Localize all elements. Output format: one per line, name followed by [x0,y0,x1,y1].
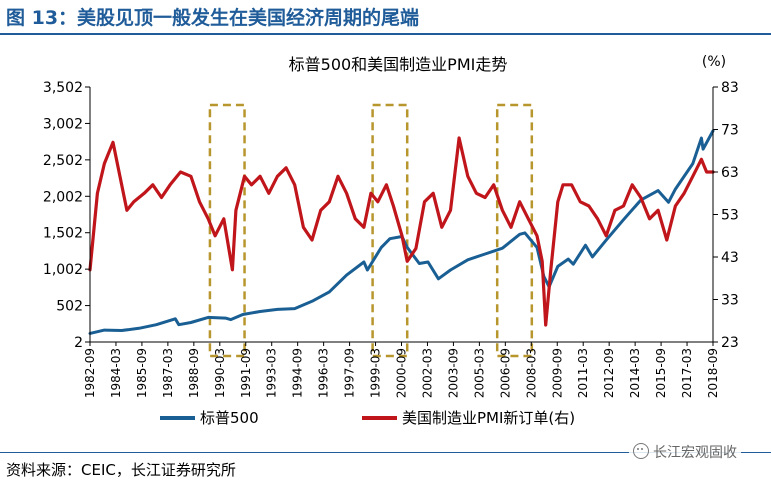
x-tick-label: 2018-09 [706,348,720,398]
y-left-tick-label: 3,502 [43,80,83,96]
chart: 标普500和美国制造业PMI走势 (%) 3,502 3,002 2,502 2,00… [43,54,739,427]
y-right-tick-label: 63 [721,165,739,181]
y2-unit-label: (%) [702,54,726,70]
chart-title: 标普500和美国制造业PMI走势 [289,55,508,74]
legend-label-sp500: 标普500 [200,409,259,427]
legend-label-pmi: 美国制造业PMI新订单(右) [402,409,575,427]
x-tick-label: 2003-09 [446,348,460,398]
highlight-box [495,103,534,358]
y-left-tick-label: 502 [56,299,83,315]
series-line-sp500 [88,129,715,335]
x-tick-label: 1988-09 [187,348,201,398]
y-left-tick-label: 2 [74,335,83,351]
x-tick-label: 2006-09 [498,348,512,398]
x-tick-label: 1987-03 [161,348,175,398]
y-left-tick-label: 1,002 [43,262,83,278]
y-left-tick-label: 2,502 [43,153,83,169]
x-tick-label: 2015-09 [654,348,668,398]
wechat-icon [633,443,649,459]
source-note: 资料来源：CEIC，长江证券研究所 [6,461,236,479]
x-tick-label: 1985-09 [135,348,149,398]
x-tick-label: 1997-09 [343,348,357,398]
y-right-tick-label: 73 [721,123,739,139]
x-tick-label: 1991-09 [239,348,253,398]
x-tick-label: 2012-09 [602,348,616,398]
x-tick-label: 1984-03 [109,348,123,398]
figure-title: 图 13：美股见顶一般发生在美国经济周期的尾端 [6,7,420,29]
x-tick-label: 1993-03 [265,348,279,398]
watermark: 长江宏观固收 [629,441,741,463]
y-left-tick-label: 2,002 [43,189,83,205]
x-tick-label: 2009-09 [550,348,564,398]
y-left-tick-label: 1,502 [43,226,83,242]
y-right-tick-label: 33 [721,293,739,309]
legend: 标普500 美国制造业PMI新订单(右) [160,409,575,427]
y-right-tick-label: 43 [721,250,739,266]
y-left-tick-label: 3,002 [43,116,83,132]
bottom-rule [0,452,771,453]
x-tick-label: 2000-09 [395,348,409,398]
title-rule [0,33,771,35]
x-tick-label: 1996-03 [317,348,331,398]
y-right-tick-label: 83 [721,80,739,96]
y-right-tick-label: 23 [721,335,739,351]
x-tick-label: 2002-03 [420,348,434,398]
highlight-box [371,103,409,358]
x-tick-label: 1994-09 [291,348,305,398]
highlight-box [208,103,246,358]
watermark-text: 长江宏观固收 [653,445,737,461]
x-tick-label: 2005-03 [472,348,486,398]
x-tick-label: 2017-03 [680,348,694,398]
x-tick-label: 1990-03 [213,348,227,398]
x-tick-label: 1982-09 [83,348,97,398]
x-tick-label: 1999-03 [369,348,383,398]
series-line-pmi [88,136,715,327]
x-tick-label: 2008-03 [524,348,538,398]
x-tick-label: 2011-03 [576,348,590,398]
x-tick-label: 2014-03 [628,348,642,398]
y-right-tick-label: 53 [721,208,739,224]
